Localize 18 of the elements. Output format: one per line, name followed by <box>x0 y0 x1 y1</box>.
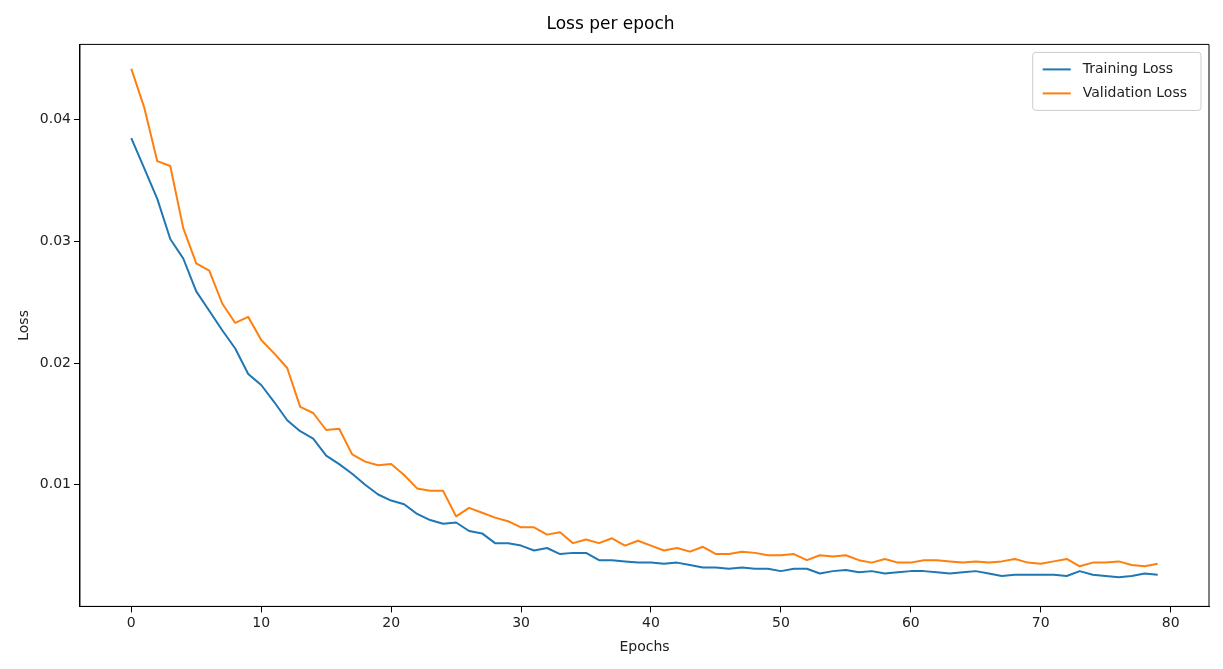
x-tick-label: 60 <box>901 614 920 631</box>
chart-title: Loss per epoch <box>546 12 675 33</box>
legend-label: Validation Loss <box>1082 84 1188 101</box>
x-tick-label: 70 <box>1031 614 1050 631</box>
y-tick-label: 0.02 <box>39 353 71 370</box>
x-tick-label: 40 <box>642 614 660 631</box>
y-tick-label: 0.01 <box>39 475 71 492</box>
y-axis-title: Loss <box>15 310 32 341</box>
y-tick-label: 0.04 <box>39 110 72 127</box>
x-tick-label: 30 <box>512 614 530 631</box>
x-tick-label: 20 <box>382 614 401 631</box>
x-tick-label: 10 <box>252 614 271 631</box>
y-tick-label: 0.03 <box>39 232 71 249</box>
x-tick-label: 80 <box>1161 614 1180 631</box>
x-tick-label: 0 <box>126 614 136 631</box>
x-tick-label: 50 <box>771 614 790 631</box>
legend-label: Training Loss <box>1081 60 1174 77</box>
x-axis-title: Epochs <box>619 638 670 655</box>
